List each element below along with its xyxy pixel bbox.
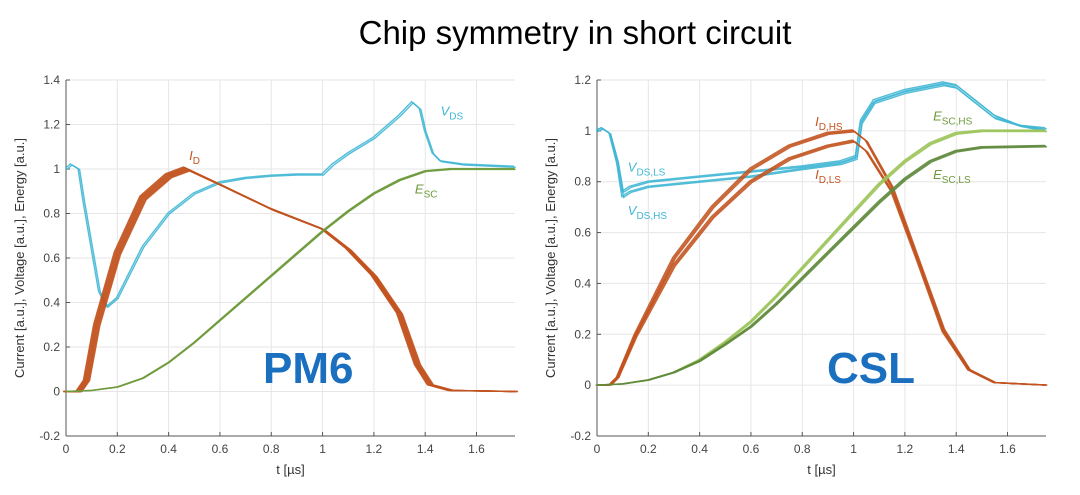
y-tick-label: 1: [53, 162, 60, 176]
series-line-esc: [66, 168, 516, 393]
annotation-esc-ls: ESC,LS: [933, 167, 971, 186]
y-tick-label: 0.8: [43, 207, 60, 221]
x-tick-label: 0.4: [160, 442, 177, 456]
annotation-vds-hs: VDS,HS: [628, 203, 668, 222]
x-tick-label: 0.6: [212, 442, 229, 456]
series-line-esc-ls: [597, 146, 1048, 386]
x-tick-label: 0.6: [743, 442, 760, 456]
x-tick-label: 0.2: [640, 442, 657, 456]
chart-csl: 0 0.2 0.4 0.6 0.8 1 1.2 1.4 1.6-0.200.20.40.60.8…: [543, 73, 1048, 477]
y-tick-label: 0.4: [43, 296, 60, 310]
y-tick-label: 1.2: [43, 118, 60, 132]
y-tick-label: 1.4: [43, 73, 60, 87]
y-axis-label: Current [a.u.], Voltage [a.u.], Energy […: [12, 138, 27, 378]
x-tick-label: 0.8: [794, 442, 811, 456]
x-tick-label: 1.4: [948, 442, 965, 456]
y-axis-label: Current [a.u.], Voltage [a.u.], Energy […: [543, 138, 558, 378]
y-tick-label: -0.2: [39, 429, 60, 443]
annotation-id: ID: [189, 148, 200, 167]
chart-big-label: CSL: [827, 344, 915, 393]
x-axis-label: t [µs]: [807, 462, 835, 477]
annotation-id-ls: ID,LS: [815, 167, 841, 186]
chart-big-label: PM6: [263, 344, 353, 393]
x-tick-label: 1.6: [468, 442, 485, 456]
x-tick-label: 0.4: [691, 442, 708, 456]
x-tick-label: 1: [319, 442, 326, 456]
series-line-id-ls: [595, 139, 1045, 386]
y-tick-label: 0: [584, 378, 591, 392]
y-tick-label: 1: [584, 124, 591, 138]
y-tick-label: 0.2: [43, 340, 60, 354]
annotation-vds-ls: VDS,LS: [628, 160, 666, 179]
y-tick-label: 1.2: [574, 73, 591, 87]
annotation-esc: ESC: [415, 181, 438, 200]
x-tick-label: 1.4: [417, 442, 434, 456]
x-tick-label: 1.2: [897, 442, 914, 456]
y-tick-label: 0.2: [574, 327, 591, 341]
annotation-vds: VDS: [441, 104, 464, 123]
y-tick-label: 0: [53, 385, 60, 399]
x-axis-label: t [µs]: [276, 462, 304, 477]
x-tick-label: 0.8: [263, 442, 280, 456]
series-line-id-ls: [597, 140, 1047, 386]
series-line-vds: [64, 100, 515, 308]
x-tick-label: 1.2: [366, 442, 383, 456]
y-tick-label: 0.8: [574, 175, 591, 189]
series-line-vds: [66, 101, 516, 309]
series-line-vds-hs: [597, 84, 1047, 199]
chart-pm6: 0 0.2 0.4 0.6 0.8 1 1.2 1.4 1.6-0.200.20.40.60.8…: [12, 73, 519, 477]
x-tick-label: 0.2: [109, 442, 126, 456]
y-tick-label: -0.2: [570, 429, 591, 443]
y-tick-label: 0.4: [574, 276, 591, 290]
annotation-id-hs: ID,HS: [815, 114, 843, 133]
x-tick-label: 1.6: [999, 442, 1016, 456]
x-tick-label: 0: [63, 442, 70, 456]
annotation-esc-hs: ESC,HS: [933, 109, 973, 128]
x-tick-label: 0: [594, 442, 601, 456]
series-line-id-ls: [598, 141, 1048, 386]
x-tick-label: 1: [850, 442, 857, 456]
y-tick-label: 0.6: [574, 226, 591, 240]
y-tick-label: 0.6: [43, 251, 60, 265]
series-line-id: [69, 170, 519, 393]
page-title: Chip symmetry in short circuit: [358, 14, 792, 51]
